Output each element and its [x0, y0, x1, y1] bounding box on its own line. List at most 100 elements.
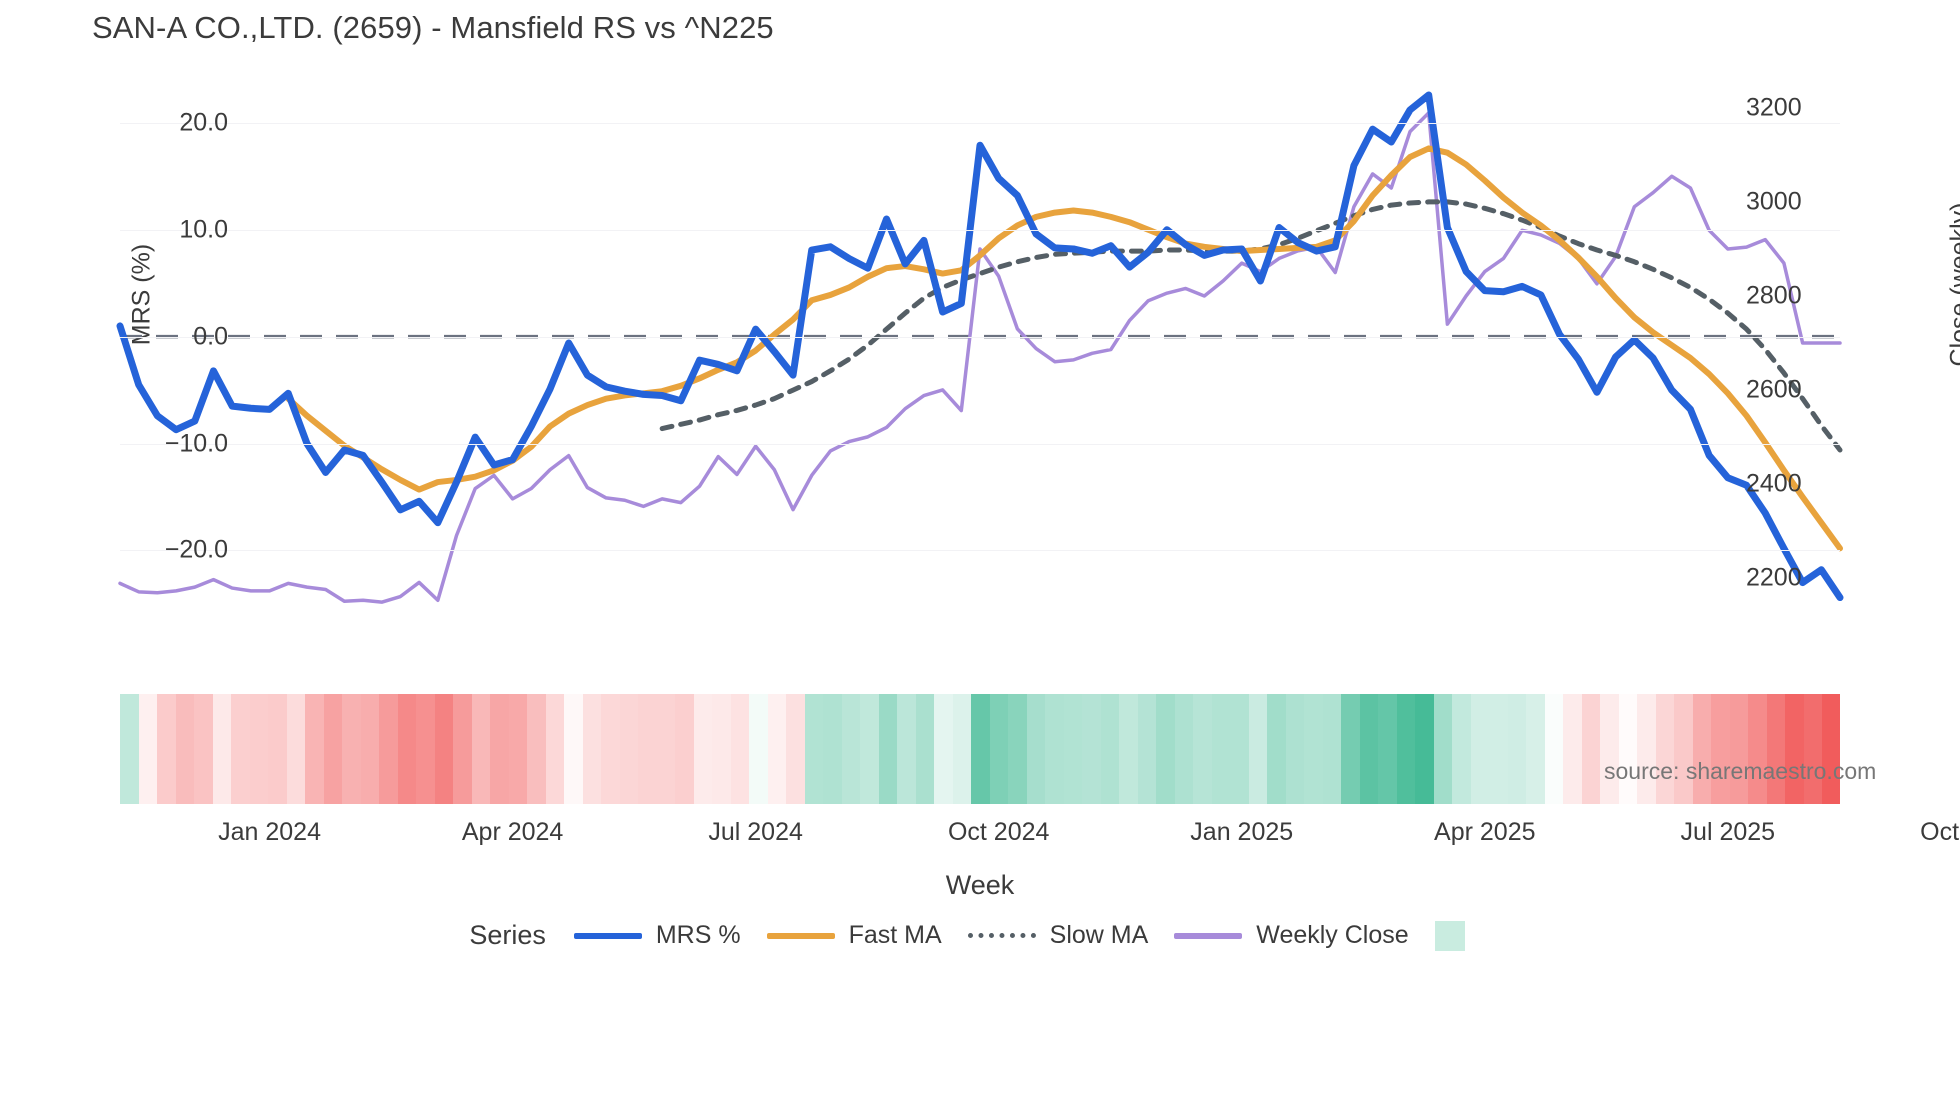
heat-cell — [730, 694, 749, 804]
heat-cell — [249, 694, 268, 804]
y-axis-right-tick: 2200 — [1746, 563, 1802, 592]
y-axis-right-tick: 3200 — [1746, 93, 1802, 122]
heat-cell — [157, 694, 176, 804]
heat-cell — [138, 694, 157, 804]
heat-cell — [120, 694, 139, 804]
heat-cell — [1082, 694, 1101, 804]
legend-heat-swatch-icon — [1434, 920, 1465, 951]
heat-cell — [878, 694, 897, 804]
heat-cell — [1452, 694, 1471, 804]
x-axis-tick: Oct 2024 — [947, 818, 1050, 846]
y-axis-right-label: Close (weekly) — [1945, 202, 1960, 367]
heat-cell — [989, 694, 1008, 804]
heat-cell — [471, 694, 490, 804]
heat-cell — [1285, 694, 1304, 804]
heat-cell — [1008, 694, 1027, 804]
heat-cell — [231, 694, 250, 804]
heat-cell — [1230, 694, 1249, 804]
heat-cell — [1748, 694, 1767, 804]
heat-cell — [582, 694, 601, 804]
y-gridline — [120, 336, 1840, 338]
x-axis-tick: Jul 2024 — [708, 818, 803, 846]
legend-item-label: Fast MA — [848, 921, 942, 949]
heat-cell — [1026, 694, 1045, 804]
legend-item-weekly-close[interactable]: Weekly Close — [1174, 921, 1409, 950]
y-axis-right-tick: 3000 — [1746, 187, 1802, 216]
heat-cell — [693, 694, 712, 804]
legend-item-label: MRS % — [655, 921, 741, 949]
heat-cell — [490, 694, 509, 804]
y-gridline — [120, 229, 1840, 231]
series-path-mrs — [116, 91, 1844, 602]
heat-cell — [1137, 694, 1156, 804]
heat-cell — [1655, 694, 1674, 804]
series-path-slow-ma — [659, 199, 1843, 453]
legend-item-mrs[interactable]: MRS % — [573, 921, 741, 950]
y-axis-left-tick: −10.0 — [164, 429, 228, 458]
heat-cell — [1600, 694, 1619, 804]
y-gridline — [120, 122, 1840, 124]
heat-cell — [712, 694, 731, 804]
heat-cell — [416, 694, 435, 804]
heat-cell — [675, 694, 694, 804]
legend-item-slow-ma[interactable]: Slow MA — [967, 921, 1148, 950]
heat-cell — [212, 694, 231, 804]
heat-cell — [1470, 694, 1489, 804]
heat-cell — [1341, 694, 1360, 804]
heat-cell — [527, 694, 546, 804]
heat-cell — [1304, 694, 1323, 804]
heat-cell — [453, 694, 472, 804]
heat-cell — [1322, 694, 1341, 804]
heat-cell — [1563, 694, 1582, 804]
y-gridline — [120, 550, 1840, 552]
source-attribution: source: sharemaestro.com — [1604, 758, 1877, 784]
heat-cell — [1415, 694, 1434, 804]
y-axis-left-tick: 10.0 — [179, 215, 228, 244]
heat-cell — [1766, 694, 1785, 804]
heat-cell — [508, 694, 527, 804]
heat-cell — [1581, 694, 1600, 804]
x-axis-tick: Oct 2025 — [1920, 818, 1960, 846]
heat-cell — [1063, 694, 1082, 804]
heat-cell — [434, 694, 453, 804]
heat-cell — [1267, 694, 1286, 804]
heat-cell — [1433, 694, 1452, 804]
y-axis-right-tick: 2600 — [1746, 375, 1802, 404]
heat-cell — [1100, 694, 1119, 804]
heat-cell — [804, 694, 823, 804]
heat-cell — [619, 694, 638, 804]
legend-item-label: Weekly Close — [1256, 921, 1409, 949]
heat-cell — [1156, 694, 1175, 804]
legend-item-heat-swatch[interactable] — [1434, 920, 1465, 951]
heat-cell — [638, 694, 657, 804]
heat-cell — [1711, 694, 1730, 804]
heat-cell — [749, 694, 768, 804]
heat-cell — [175, 694, 194, 804]
heat-cell — [1526, 694, 1545, 804]
y-gridline — [120, 443, 1840, 445]
heat-cell — [915, 694, 934, 804]
heat-cell — [952, 694, 971, 804]
heat-cell — [323, 694, 342, 804]
legend-item-fast-ma[interactable]: Fast MA — [766, 921, 942, 950]
legend-title: Series — [469, 920, 546, 950]
heat-cell — [786, 694, 805, 804]
heat-cell — [1785, 694, 1804, 804]
x-axis-tick: Jul 2025 — [1680, 818, 1776, 846]
heat-cell — [286, 694, 305, 804]
heat-cell — [656, 694, 675, 804]
heat-cell — [971, 694, 990, 804]
x-axis-tick: Jan 2024 — [218, 818, 321, 846]
y-axis-left-tick: 20.0 — [179, 108, 228, 137]
heat-cell — [360, 694, 379, 804]
heat-cell — [897, 694, 916, 804]
legend-dotted-line-icon — [967, 933, 1036, 938]
heat-cell — [1489, 694, 1508, 804]
heat-cell — [379, 694, 398, 804]
x-axis-label: Week — [945, 870, 1015, 900]
y-axis-left-tick: −20.0 — [164, 535, 228, 564]
heat-cell — [564, 694, 583, 804]
legend-line-icon — [766, 932, 835, 939]
heat-cell — [1378, 694, 1397, 804]
legend-line-icon — [573, 932, 642, 939]
